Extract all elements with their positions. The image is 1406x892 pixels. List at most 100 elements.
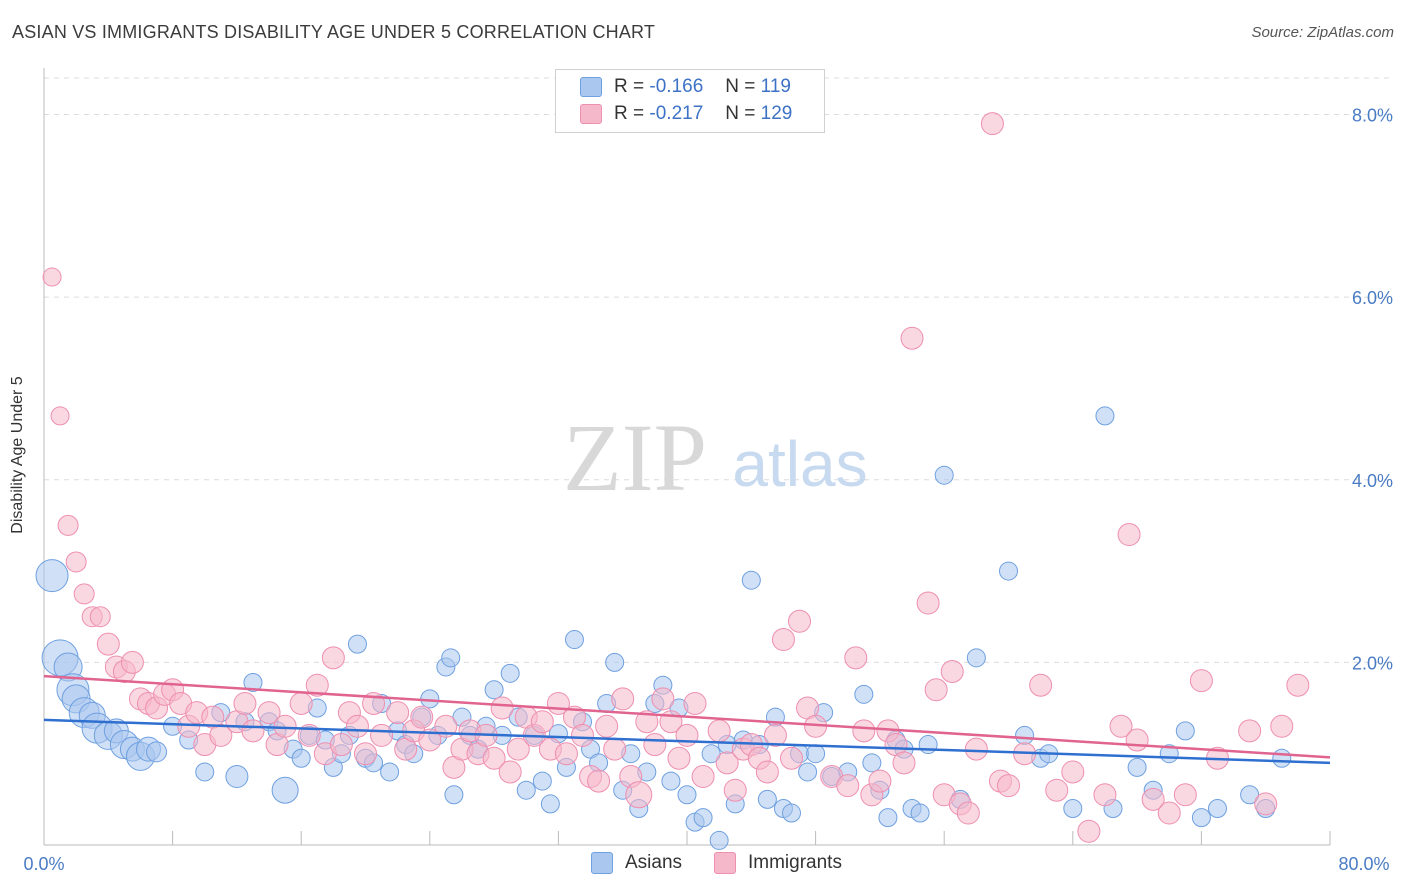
asian-point xyxy=(693,808,713,828)
immigrant-point xyxy=(691,765,715,789)
watermark-zip: ZIP xyxy=(563,404,707,511)
tick-labels: 2.0% 4.0% 6.0% 8.0% 0.0% 80.0% xyxy=(23,106,1393,874)
asian-point xyxy=(532,771,552,791)
immigrant-point xyxy=(587,769,611,793)
immigrant-point xyxy=(1061,760,1085,784)
asian-point xyxy=(500,663,520,683)
watermark-atlas: atlas xyxy=(732,428,867,500)
immigrant-point xyxy=(1238,719,1262,743)
immigrant-point xyxy=(498,760,522,784)
immigrant-point xyxy=(1077,819,1101,843)
asian-point xyxy=(484,680,504,700)
immigrant-point xyxy=(233,691,257,715)
asian-point xyxy=(1127,757,1147,777)
legend-item-immigrants[interactable]: Immigrants xyxy=(714,852,842,874)
immigrant-point xyxy=(96,632,120,656)
asian-point xyxy=(757,789,777,809)
immigrant-point xyxy=(723,778,747,802)
immigrant-point xyxy=(771,628,795,652)
immigrant-point xyxy=(667,746,691,770)
asians-legend-swatch xyxy=(591,852,613,874)
immigrant-point xyxy=(836,774,860,798)
immigrant-point xyxy=(50,406,70,426)
asian-point xyxy=(798,762,818,782)
asian-point xyxy=(999,561,1018,581)
immigrant-point xyxy=(1270,714,1294,738)
immigrant-point xyxy=(354,742,377,766)
immigrant-point xyxy=(892,751,916,775)
asian-point xyxy=(271,776,299,804)
immigrant-point xyxy=(273,714,297,738)
immigrant-point xyxy=(305,673,329,697)
r-value: -0.217 xyxy=(649,103,704,124)
immigrants-legend-label: Immigrants xyxy=(748,852,842,873)
n-label: N = xyxy=(725,76,756,97)
immigrant-point xyxy=(1093,783,1117,807)
immigrant-point xyxy=(482,746,506,770)
asian-point xyxy=(966,648,986,668)
immigrant-point xyxy=(42,267,62,287)
asian-point xyxy=(564,630,584,650)
n-label: N = xyxy=(725,103,756,124)
immigrant-point xyxy=(643,733,667,757)
immigrant-point xyxy=(1109,714,1133,738)
y-tick-label: 6.0% xyxy=(1352,288,1393,308)
immigrant-point xyxy=(209,723,233,747)
immigrant-point xyxy=(418,728,442,752)
immigrant-point xyxy=(900,326,924,350)
immigrant-point xyxy=(844,646,868,670)
immigrant-point xyxy=(1117,523,1141,547)
r-value: -0.166 xyxy=(649,76,704,97)
immigrant-point xyxy=(506,737,530,761)
asian-point xyxy=(540,794,560,814)
axes xyxy=(43,68,1331,846)
immigrant-point xyxy=(683,691,707,715)
immigrant-point xyxy=(980,112,1004,136)
immigrant-point xyxy=(779,746,803,770)
immigrant-point xyxy=(434,714,458,738)
immigrant-point xyxy=(410,705,434,729)
immigrant-point xyxy=(1173,783,1197,807)
immigrant-point xyxy=(651,687,675,711)
immigrant-point xyxy=(675,723,699,747)
asian-point xyxy=(1191,808,1211,828)
immigrant-point xyxy=(755,760,779,784)
asians-swatch xyxy=(580,77,602,97)
immigrant-point xyxy=(73,583,95,605)
asian-point xyxy=(441,648,461,668)
x-tick-label: 0.0% xyxy=(23,854,64,874)
y-tick-label: 4.0% xyxy=(1352,471,1393,491)
immigrant-point xyxy=(1029,673,1053,697)
immigrants-swatch xyxy=(580,104,602,124)
immigrant-point xyxy=(370,723,394,747)
immigrant-point xyxy=(852,719,876,743)
asian-point xyxy=(1015,725,1035,745)
asian-point xyxy=(243,672,263,692)
immigrant-point xyxy=(1125,728,1149,752)
immigrant-point xyxy=(554,742,578,766)
immigrant-point xyxy=(490,696,514,720)
legend-item-asians[interactable]: Asians xyxy=(591,852,682,874)
asian-point xyxy=(1207,798,1227,818)
immigrant-point xyxy=(611,687,635,711)
asian-point xyxy=(910,803,930,823)
asian-point xyxy=(701,744,721,764)
immigrant-point xyxy=(1141,787,1165,811)
immigrant-point xyxy=(65,551,87,573)
asian-point xyxy=(709,830,729,850)
immigrant-point xyxy=(924,678,948,702)
legend-row-asians: R = -0.166 N = 119 xyxy=(556,74,791,100)
immigrant-point xyxy=(868,769,892,793)
asian-point xyxy=(934,465,954,485)
immigrant-point xyxy=(603,737,627,761)
asian-point xyxy=(146,741,168,763)
asian-point xyxy=(1095,406,1115,426)
asian-point xyxy=(661,771,681,791)
asian-point xyxy=(806,744,826,764)
asian-point xyxy=(781,803,801,823)
immigrant-point xyxy=(345,714,369,738)
immigrant-point xyxy=(1254,792,1278,816)
immigrant-point xyxy=(788,609,812,633)
asian-point xyxy=(444,785,464,805)
immigrant-point xyxy=(321,646,345,670)
